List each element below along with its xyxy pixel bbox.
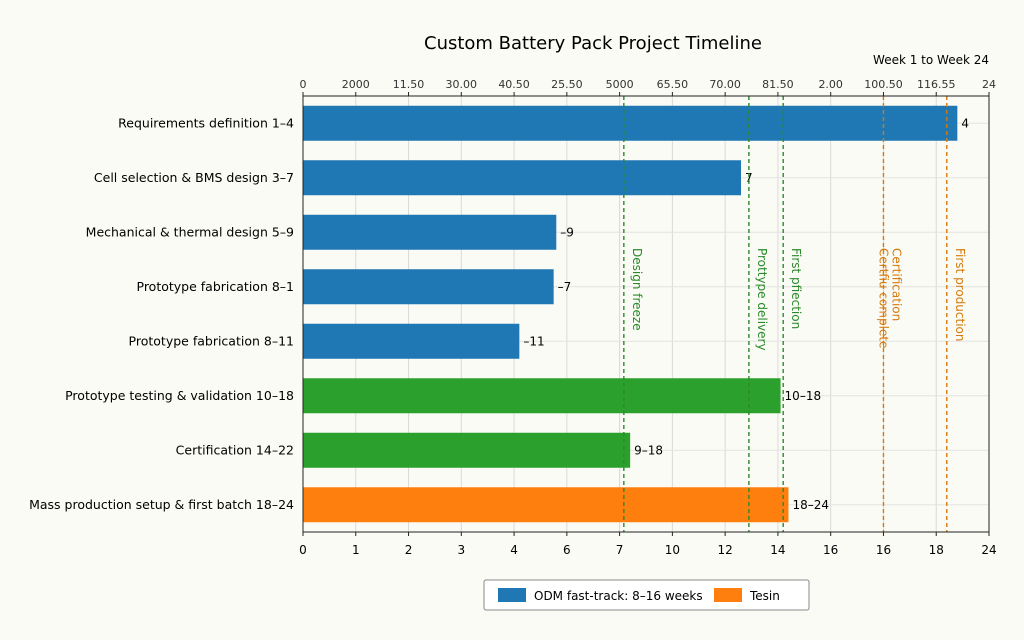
x-tick-label: 12 [718,543,733,557]
top-tick-label: 40.50 [498,78,530,91]
category-labels: Requirements definition 1–4 Cell selectio… [29,115,294,512]
category-label: Mass production setup & first batch 18–2… [29,497,294,512]
bar [303,432,631,468]
x-tick-label: 2 [405,543,413,557]
bar-value-label: –9 [560,225,574,239]
category-label: Cell selection & BMS design 3–7 [94,170,294,185]
x-tick-label: 3 [457,543,465,557]
axis-ticks: 0 1 2 3 4 6 7 10 12 14 16 16 18 240 2000 11.50 30.00 40.5… [299,78,996,557]
category-label: Mechanical & thermal design 5–9 [86,224,294,239]
top-tick-label: 11.50 [393,78,425,91]
bar-value-label: 9–18 [634,443,663,457]
milestone-label: Prottype delivery [755,248,769,351]
top-tick-label: 70.00 [709,78,741,91]
x-tick-label: 16 [876,543,891,557]
top-tick-label: 25.50 [551,78,583,91]
x-tick-label: 4 [510,543,518,557]
category-label: Requirements definition 1–4 [118,115,294,130]
category-label: Prototype testing & validation 10–18 [65,388,294,403]
x-tick-label: 18 [929,543,944,557]
x-tick-label: 14 [770,543,785,557]
x-tick-label: 0 [299,543,307,557]
chart-subtitle: Week 1 to Week 24 [873,53,989,67]
bar [303,160,741,196]
plot-frame [302,95,990,533]
legend-label: Tesin [749,589,780,603]
milestone-label: Certification [889,248,903,321]
top-tick-label: 65.50 [657,78,689,91]
legend-swatch [498,588,526,602]
bar-value-label: 7 [745,171,753,185]
category-label: Prototype fabrication 8–11 [129,333,294,348]
milestone-label: Design freeze [630,248,644,331]
x-tick-label: 24 [981,543,996,557]
bar [303,487,789,523]
top-tick-label: 81.50 [762,78,794,91]
x-tick-label: 1 [352,543,360,557]
milestone-label: First production [953,248,967,342]
milestone-label: First pfiection [789,248,803,329]
top-tick-label: 5000 [606,78,634,91]
legend-label: ODM fast-track: 8–16 weeks [534,589,703,603]
top-tick-label: 100.50 [864,78,903,91]
category-label: Prototype fabrication 8–1 [137,279,295,294]
legend-box [483,579,810,611]
top-tick-label: 30.00 [446,78,478,91]
bar [303,269,554,305]
top-tick-label: 116.55 [917,78,956,91]
top-tick-label: 2000 [342,78,370,91]
bar-value-label: 4 [961,116,969,130]
milestone-label: Certfiu complete [876,248,890,348]
top-tick-label: 0 [300,78,307,91]
bar-value-label: –11 [523,334,544,348]
bar [303,214,557,250]
x-tick-label: 6 [563,543,571,557]
chart-title: Custom Battery Pack Project Timeline [424,33,762,54]
bar [303,378,781,414]
bar [303,105,958,141]
x-tick-label: 10 [665,543,680,557]
x-tick-label: 16 [823,543,838,557]
bars: 4 7 –9 –7 –11 10–18 9–18 18–24 [303,105,969,523]
top-tick-label: 24 [982,78,996,91]
bar-value-label: 10–18 [785,389,822,403]
legend: ODM fast-track: 8–16 weeks Tesin [483,579,810,611]
x-tick-label: 7 [616,543,624,557]
bar-value-label: –7 [558,280,572,294]
top-tick-label: 2.00 [818,78,843,91]
category-label: Certification 14–22 [176,442,294,457]
legend-swatch [714,588,742,602]
milestones: Design freeze Prottype delivery First pfie… [623,96,967,532]
bar-value-label: 18–24 [792,498,829,512]
bar [303,323,520,359]
